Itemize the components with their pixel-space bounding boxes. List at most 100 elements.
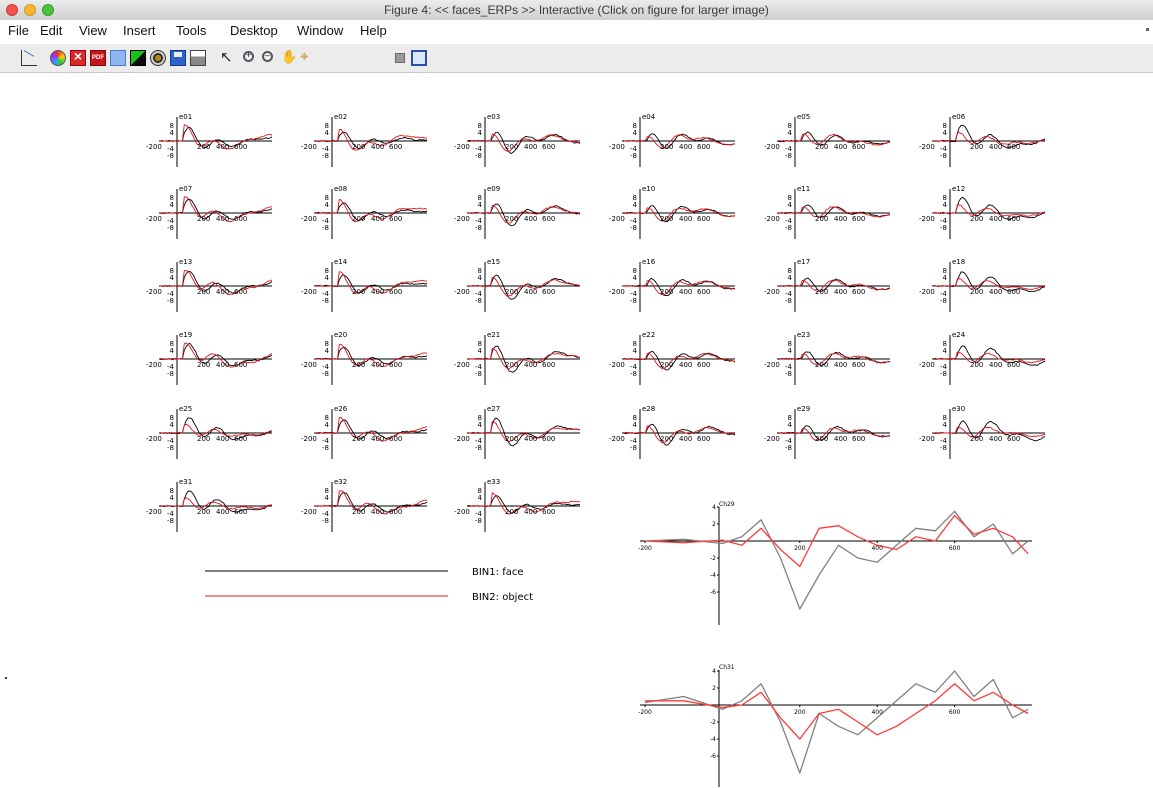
channel-label: e13 [179, 258, 192, 266]
x-tick-label: 200 [660, 288, 673, 296]
y-tick-label: 8 [325, 340, 329, 348]
y-tick-label: -8 [940, 297, 947, 305]
detail-x-tick-label: 600 [949, 709, 961, 716]
menu-help[interactable]: Help [360, 23, 387, 38]
x-tick-label: -200 [919, 143, 935, 151]
y-tick-label: -8 [785, 444, 792, 452]
y-tick-label: -4 [630, 217, 638, 225]
x-tick-label: 200 [197, 361, 210, 369]
close-figure-icon[interactable] [70, 48, 86, 66]
pan-hand-icon[interactable] [281, 49, 297, 66]
x-tick-label: 600 [852, 435, 865, 443]
y-tick-label: 8 [943, 267, 947, 275]
channel-plot-e18 [932, 262, 1046, 312]
y-tick-label: -4 [167, 217, 175, 225]
pdf-icon[interactable] [90, 50, 106, 66]
y-tick-label: -8 [322, 444, 329, 452]
green-black-icon[interactable] [130, 50, 146, 66]
x-tick-label: 200 [660, 361, 673, 369]
x-tick-label: -200 [919, 288, 935, 296]
y-tick-label: 4 [170, 347, 175, 355]
y-tick-label: 8 [633, 194, 637, 202]
x-tick-label: 600 [234, 361, 247, 369]
channel-label: e12 [952, 185, 965, 193]
bin1-trace [314, 492, 428, 513]
channel-label: e31 [179, 478, 192, 486]
channel-label: e09 [487, 185, 500, 193]
y-tick-label: 4 [478, 494, 483, 502]
menu-tools[interactable]: Tools [176, 23, 207, 38]
y-tick-label: -4 [940, 217, 948, 225]
zoom-out-icon[interactable] [262, 50, 273, 62]
zoom-in-icon[interactable] [243, 50, 254, 62]
x-tick-label: 200 [505, 361, 518, 369]
y-tick-label: -4 [630, 145, 638, 153]
menu-file[interactable]: File [8, 23, 29, 38]
data-cursor-icon[interactable] [300, 48, 316, 66]
menu-view[interactable]: View [79, 23, 107, 38]
minimize-window-button[interactable] [24, 4, 36, 16]
channel-label: e19 [179, 331, 192, 339]
x-tick-label: 400 [524, 143, 537, 151]
x-tick-label: -200 [301, 143, 317, 151]
x-tick-label: 200 [352, 508, 365, 516]
y-tick-label: 8 [478, 414, 482, 422]
pointer-arrow-icon[interactable] [219, 48, 235, 66]
channel-label: e22 [642, 331, 655, 339]
window-toggle-icon[interactable] [411, 50, 427, 66]
y-tick-label: -8 [785, 370, 792, 378]
target-circle-icon[interactable] [150, 50, 166, 66]
y-tick-label: 4 [325, 347, 330, 355]
detail-series-1 [644, 670, 1029, 774]
save-icon[interactable] [170, 50, 186, 66]
color-wheel-icon[interactable] [50, 50, 66, 66]
close-window-button[interactable] [6, 4, 18, 16]
channel-label: e06 [952, 113, 966, 121]
y-tick-label: 4 [788, 201, 793, 209]
y-tick-label: 8 [633, 414, 637, 422]
y-tick-label: 4 [325, 201, 330, 209]
x-tick-label: 400 [989, 215, 1002, 223]
y-tick-label: -4 [940, 290, 948, 298]
y-tick-label: -8 [167, 444, 174, 452]
y-tick-label: 8 [788, 194, 792, 202]
y-tick-label: -8 [940, 224, 947, 232]
print-icon[interactable] [190, 50, 206, 66]
y-tick-label: 8 [943, 414, 947, 422]
detail-title: Ch31 [719, 664, 735, 671]
figure-toolbar [0, 44, 1153, 73]
y-tick-label: 8 [170, 267, 174, 275]
channel-plot-e05 [777, 117, 891, 167]
channel-label: e08 [334, 185, 347, 193]
x-tick-label: 600 [389, 143, 402, 151]
y-tick-label: -8 [475, 444, 482, 452]
menu-window[interactable]: Window [297, 23, 344, 38]
menu-desktop[interactable]: Desktop [230, 23, 278, 38]
new-plot-icon[interactable] [21, 50, 37, 66]
channel-label: e26 [334, 405, 348, 413]
x-tick-label: 200 [505, 508, 518, 516]
x-tick-label: -200 [454, 508, 470, 516]
bin2-trace [314, 490, 428, 515]
y-tick-label: 4 [633, 421, 638, 429]
gray-square-icon[interactable] [395, 53, 405, 63]
x-tick-label: 400 [524, 215, 537, 223]
channel-label: e03 [487, 113, 500, 121]
zoom-window-button[interactable] [42, 4, 54, 16]
bin1-trace [777, 425, 891, 441]
menu-insert[interactable]: Insert [123, 23, 156, 38]
y-tick-label: -4 [630, 363, 638, 371]
x-tick-label: 400 [679, 435, 692, 443]
blue-square-icon[interactable] [110, 50, 126, 66]
channel-plot-e28 [622, 409, 736, 459]
x-tick-label: 600 [542, 143, 555, 151]
x-tick-label: 200 [352, 361, 365, 369]
y-tick-label: 8 [325, 267, 329, 275]
x-tick-label: 200 [970, 288, 983, 296]
menu-edit[interactable]: Edit [40, 23, 63, 38]
y-tick-label: -4 [785, 217, 793, 225]
y-tick-label: -8 [475, 224, 482, 232]
channel-label: e10 [642, 185, 655, 193]
y-tick-label: -4 [322, 363, 330, 371]
